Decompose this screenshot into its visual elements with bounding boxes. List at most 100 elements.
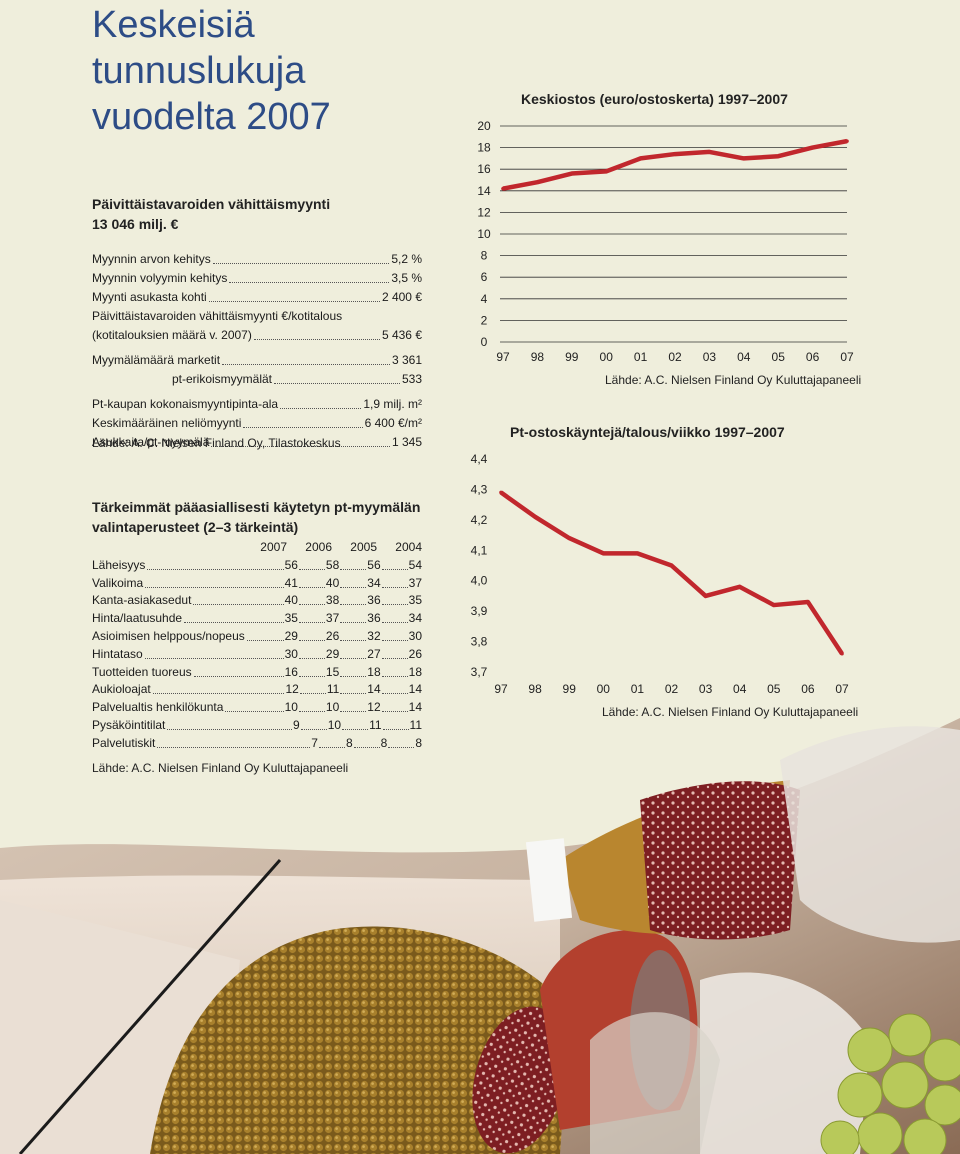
criteria-row: Aukioloajat 12 11 14 14 [92,681,422,699]
criteria-value: 56 [367,557,381,572]
title-line: Keskeisiä [92,4,255,46]
y-tick-label: 4,0 [471,574,488,588]
x-tick-label: 98 [531,350,545,364]
criteria-value: 8 [415,735,422,750]
data-point [703,594,708,598]
criteria-label: Hinta/laatusuhde [92,611,183,626]
criteria-rows: Läheisyys 56 58 56 54 Valikoima 41 40 34 37 Kanta-… [92,556,422,752]
criteria-value: 7 [311,735,318,750]
data-point [499,490,503,495]
criteria-value: 36 [367,593,381,608]
criteria-value: 32 [367,628,381,643]
data-point [567,536,571,540]
criteria-value: 16 [284,664,298,679]
criteria-value: 30 [284,646,298,661]
x-tick-label: 06 [806,350,820,364]
criteria-value: 29 [284,628,298,643]
x-tick-label: 01 [634,350,648,364]
criteria-value: 11 [369,717,382,732]
criteria-row: Tuotteiden tuoreus 16 15 18 18 [92,663,422,681]
key-figure-value: 5 436 € [381,328,422,342]
page-title: Keskeisiä tunnuslukuja vuodelta 2007 [92,2,331,140]
criteria-value: 26 [325,628,340,643]
criteria-year: 2006 [305,540,332,554]
title-line: tunnuslukuja [92,50,306,92]
y-tick-label: 3,9 [471,604,488,618]
criteria-value: 40 [284,593,298,608]
criteria-value: 10 [284,700,298,715]
criteria-label: Palvelutiskit [92,735,156,750]
key-figure-row: Myymälämäärä marketit 3 361 [92,350,422,369]
criteria-value: 34 [367,575,381,590]
x-tick-label: 97 [494,682,508,696]
key-figure-label: Myynnin arvon kehitys [92,252,211,266]
x-tick-label: 07 [835,682,849,696]
key-figure-row: Pt-kaupan kokonaismyyntipinta-ala 1,9 mil… [92,394,422,413]
y-tick-label: 18 [477,141,491,155]
y-tick-label: 8 [481,249,488,263]
criteria-value: 54 [408,557,422,572]
data-point [840,651,844,656]
x-tick-label: 04 [737,350,751,364]
key-figure-value: 5,2 % [391,252,422,266]
data-point [669,563,674,568]
x-tick-label: 05 [772,350,786,364]
criteria-value: 36 [367,611,381,626]
data-point [737,585,742,589]
data-point [604,169,608,174]
criteria-value: 14 [367,682,381,697]
criteria-value: 11 [326,682,340,697]
criteria-value: 11 [409,717,422,732]
key-figure-value: 1,9 milj. m² [363,397,422,411]
series-line [499,490,844,655]
criteria-row: Valikoima 41 40 34 37 [92,574,422,592]
data-point [570,171,574,176]
criteria-value: 29 [325,646,340,661]
data-point [810,145,815,150]
key-figure-row: Myynnin volyymin kehitys 3,5 % [92,268,422,287]
criteria-label: Aukioloajat [92,682,151,697]
data-point [535,180,540,184]
criteria-value: 10 [325,700,340,715]
y-tick-label: 0 [481,335,488,349]
x-tick-label: 02 [665,682,679,696]
criteria-value: 34 [408,611,422,626]
data-point [772,603,776,607]
x-tick-label: 99 [563,682,577,696]
data-point [635,551,640,556]
key-figure-label: Myymälämäärä marketit [92,353,221,367]
x-tick-label: 98 [528,682,542,696]
criteria-year-header: 2007 2006 2005 2004 [92,538,422,556]
criteria-value: 9 [293,717,300,732]
key-figure-label: (kotitalouksien määrä v. 2007) [92,328,252,342]
criteria-value: 38 [325,593,340,608]
criteria-label: Tuotteiden tuoreus [92,664,192,679]
y-tick-label: 20 [477,119,491,133]
criteria-value: 14 [408,700,422,715]
criteria-value: 37 [408,575,422,590]
key-figure-value: 6 400 €/m² [364,416,422,430]
x-tick-label: 07 [840,350,854,364]
x-tick-label: 05 [767,682,781,696]
x-tick-label: 00 [600,350,614,364]
criteria-table: 2007 2006 2005 2004 Läheisyys 56 58 56 54 Val… [92,538,422,752]
x-tick-label: 01 [631,682,645,696]
criteria-row: Palvelutiskit 7 8 8 8 [92,734,422,752]
sales-source: Lähde: A. C. Nielsen Finland Oy, Tilasto… [92,436,341,450]
y-tick-label: 3,8 [471,635,488,649]
x-tick-label: 03 [703,350,717,364]
key-figure-value: 3 361 [391,353,422,367]
criteria-value: 40 [325,575,340,590]
y-tick-label: 3,7 [471,665,488,679]
criteria-value: 26 [408,646,422,661]
criteria-value: 10 [327,717,342,732]
y-tick-label: 4,2 [471,513,488,527]
criteria-value: 35 [408,593,422,608]
criteria-label: Pysäköintitilat [92,717,166,732]
y-tick-label: 12 [477,205,491,219]
key-figure-row: pt-erikoismyymälät 533 [92,369,422,388]
data-point [501,186,505,191]
criteria-row: Pysäköintitilat 9 10 11 11 [92,716,422,734]
